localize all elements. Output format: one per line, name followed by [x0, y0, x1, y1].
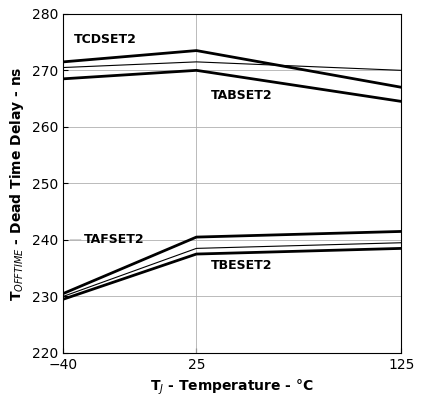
Y-axis label: T$_{OFFTIME}$ - Dead Time Delay - ns: T$_{OFFTIME}$ - Dead Time Delay - ns	[8, 66, 26, 301]
Text: TABSET2: TABSET2	[211, 89, 272, 102]
Text: TAFSET2: TAFSET2	[84, 233, 144, 246]
Text: TBESET2: TBESET2	[211, 259, 272, 272]
Text: TCDSET2: TCDSET2	[73, 33, 136, 46]
X-axis label: T$_{J}$ - Temperature - °C: T$_{J}$ - Temperature - °C	[151, 377, 314, 396]
